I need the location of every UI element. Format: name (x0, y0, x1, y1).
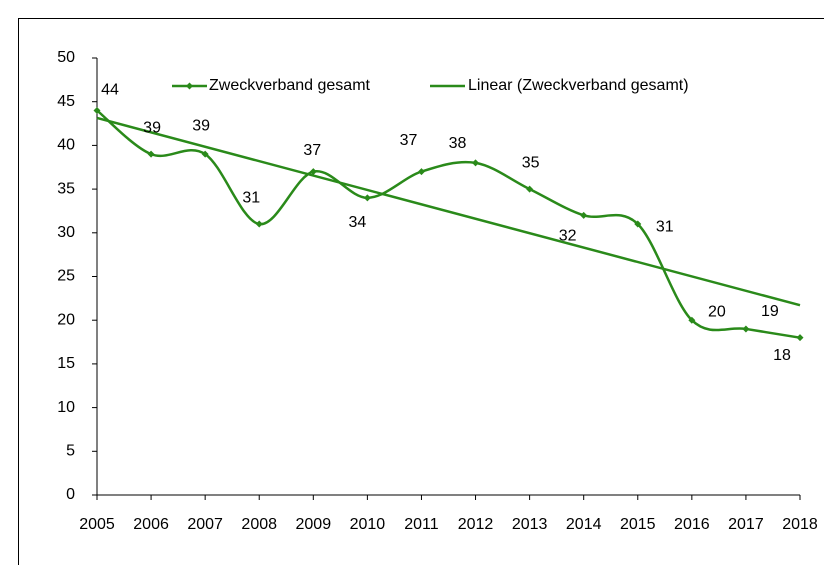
chart-frame (18, 18, 824, 565)
marker (309, 168, 317, 176)
marker (93, 106, 101, 114)
x-tick-label: 2015 (620, 516, 656, 533)
data-label: 31 (656, 218, 674, 235)
y-tick-label: 50 (57, 49, 75, 66)
marker (201, 150, 209, 158)
y-tick-label: 20 (57, 311, 75, 328)
x-tick-label: 2010 (350, 516, 386, 533)
x-tick-label: 2013 (512, 516, 548, 533)
data-label: 19 (761, 303, 779, 320)
y-tick-label: 45 (57, 93, 75, 110)
data-label: 35 (522, 154, 540, 171)
marker (363, 194, 371, 202)
data-label: 18 (773, 347, 791, 364)
marker (634, 220, 642, 228)
marker (526, 185, 534, 193)
marker (688, 316, 696, 324)
marker (742, 325, 750, 333)
y-tick-label: 40 (57, 137, 75, 154)
x-tick-label: 2008 (241, 516, 277, 533)
data-label: 31 (242, 189, 260, 206)
marker (417, 168, 425, 176)
x-tick-label: 2014 (566, 516, 602, 533)
marker (147, 150, 155, 158)
x-tick-label: 2018 (782, 516, 818, 533)
y-tick-label: 25 (57, 268, 75, 285)
y-tick-label: 35 (57, 180, 75, 197)
data-label: 32 (559, 228, 577, 245)
marker (255, 220, 263, 228)
data-label: 20 (708, 303, 726, 320)
series-line (96, 109, 801, 339)
marker (472, 159, 480, 167)
marker (580, 211, 588, 219)
data-label: 39 (192, 117, 210, 134)
x-tick-label: 2007 (187, 516, 223, 533)
legend-label: Zweckverband gesamt (209, 77, 371, 94)
x-tick-label: 2016 (674, 516, 710, 533)
data-label: 39 (143, 119, 161, 136)
x-tick-label: 2009 (296, 516, 332, 533)
x-tick-label: 2005 (79, 516, 115, 533)
data-label: 44 (101, 82, 119, 99)
legend-label: Linear (Zweckverband gesamt) (468, 77, 689, 94)
marker (796, 334, 804, 342)
data-label: 38 (449, 135, 467, 152)
x-tick-label: 2017 (728, 516, 764, 533)
y-tick-label: 5 (66, 443, 75, 460)
x-tick-label: 2006 (133, 516, 169, 533)
y-tick-label: 30 (57, 224, 75, 241)
data-label: 37 (400, 132, 418, 149)
y-tick-label: 0 (66, 486, 75, 503)
y-tick-label: 10 (57, 399, 75, 416)
trendline (96, 116, 801, 307)
data-label: 37 (303, 142, 321, 159)
data-label: 34 (348, 214, 366, 231)
x-tick-label: 2011 (404, 516, 439, 533)
x-tick-label: 2012 (458, 516, 494, 533)
y-tick-label: 15 (57, 355, 75, 372)
legend-marker (186, 82, 193, 90)
